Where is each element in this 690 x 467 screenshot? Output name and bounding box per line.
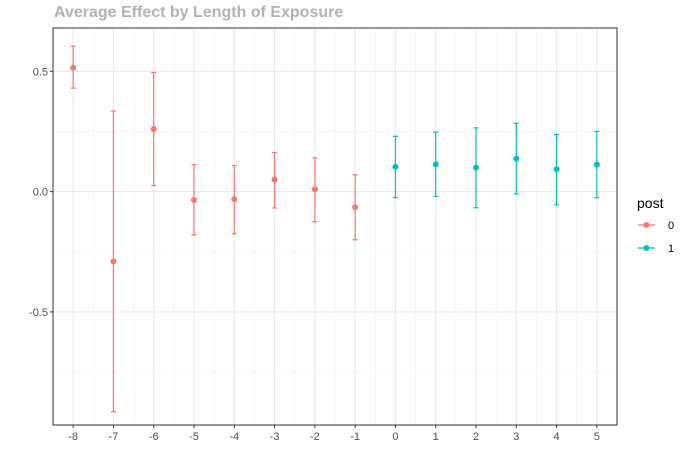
y-tick-label: -0.5 [29, 307, 48, 319]
data-point [110, 258, 117, 265]
x-tick-label: -5 [189, 431, 199, 443]
x-tick-label: -1 [350, 431, 360, 443]
axes: -8 -7 -6 -5 -4 -3 -2 -1 0 1 2 3 4 5 0.5 0.0 -0.5 [29, 66, 600, 443]
chart-title: Average Effect by Length of Exposure [54, 4, 344, 21]
x-tick-label: 1 [433, 431, 439, 443]
y-tick-label: 0.5 [33, 66, 48, 78]
legend: post 0 1 [637, 195, 674, 255]
x-tick-label: 2 [473, 431, 479, 443]
x-tick-label: -2 [310, 431, 320, 443]
x-tick-label: -4 [229, 431, 239, 443]
x-tick-label: 3 [513, 431, 519, 443]
data-point [593, 161, 600, 168]
data-layer [70, 45, 600, 413]
y-tick-label: 0.0 [33, 187, 48, 199]
x-tick-label: -8 [68, 431, 78, 443]
data-point [352, 204, 359, 211]
legend-title: post [637, 195, 664, 211]
x-tick-label: -6 [149, 431, 159, 443]
data-point [70, 64, 77, 71]
data-point [473, 164, 479, 171]
plot-border [52, 27, 618, 426]
data-point [231, 196, 238, 203]
data-point [392, 163, 399, 170]
legend-label: 1 [668, 243, 674, 255]
data-point [513, 155, 520, 162]
x-tick-label: -7 [109, 431, 119, 443]
legend-label: 0 [668, 220, 674, 232]
data-point [432, 161, 439, 168]
data-point [150, 126, 157, 133]
data-point [553, 166, 560, 173]
data-point [271, 176, 278, 183]
legend-key-point [643, 222, 650, 228]
data-point [191, 197, 197, 204]
data-point [311, 186, 318, 193]
legend-key-point [643, 245, 650, 251]
x-tick-label: -3 [270, 431, 280, 443]
x-tick-label: 0 [392, 431, 398, 443]
x-tick-label: 4 [554, 431, 560, 443]
x-tick-label: 5 [594, 431, 600, 443]
